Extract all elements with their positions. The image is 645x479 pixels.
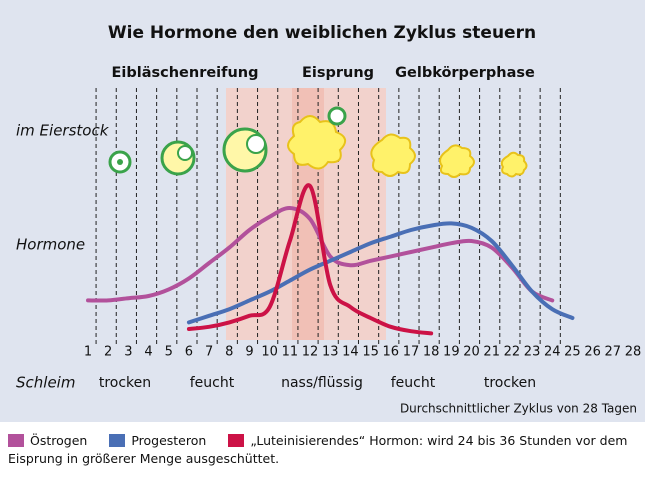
row-label: im Eierstock <box>16 122 110 140</box>
mucus-label: feucht <box>190 375 235 391</box>
x-tick-label: 2 <box>104 345 112 360</box>
x-tick-label: 12 <box>302 345 319 360</box>
x-tick-label: 16 <box>383 345 400 360</box>
legend-swatch <box>8 434 24 447</box>
x-tick-label: 8 <box>225 345 233 360</box>
x-tick-label: 9 <box>245 345 253 360</box>
x-tick-label: 5 <box>165 345 173 360</box>
follicle <box>117 159 123 165</box>
x-tick-label: 3 <box>124 345 132 360</box>
x-tick-label: 22 <box>504 345 521 360</box>
x-tick-label: 25 <box>564 345 581 360</box>
x-tick-label: 27 <box>605 345 622 360</box>
x-tick-label: 7 <box>205 345 213 360</box>
x-tick-label: 24 <box>544 345 561 360</box>
x-tick-label: 17 <box>403 345 420 360</box>
mucus-label: nass/flüssig <box>281 375 363 391</box>
x-tick-label: 14 <box>342 345 359 360</box>
x-tick-label: 23 <box>524 345 541 360</box>
x-tick-label: 20 <box>463 345 480 360</box>
egg <box>329 108 345 124</box>
note: Durchschnittlicher Zyklus von 28 Tagen <box>400 402 637 416</box>
x-tick-label: 4 <box>144 345 152 360</box>
page: Wie Hormone den weiblichen Zyklus steuer… <box>0 0 645 479</box>
x-tick-label: 21 <box>483 345 500 360</box>
x-tick-label: 28 <box>625 345 642 360</box>
row-label: Schleim <box>16 374 75 392</box>
legend-swatch <box>109 434 125 447</box>
legend-label: „Luteinisierendes“ Hormon: wird 24 bis 3… <box>8 433 627 466</box>
chart-title: Wie Hormone den weiblichen Zyklus steuer… <box>108 23 536 43</box>
mucus-label: feucht <box>391 375 436 391</box>
x-tick-label: 19 <box>443 345 460 360</box>
mucus-label: trocken <box>99 375 151 391</box>
x-tick-label: 1 <box>84 345 92 360</box>
follicle <box>247 135 265 153</box>
x-tick-label: 13 <box>322 345 339 360</box>
legend-item: Östrogen <box>8 433 87 448</box>
phase-label: Gelbkörperphase <box>395 65 535 81</box>
phase-label: Eisprung <box>302 65 374 81</box>
row-label: Hormone <box>16 236 85 254</box>
x-tick-label: 11 <box>282 345 299 360</box>
legend-label: Progesteron <box>131 433 206 448</box>
x-tick-label: 10 <box>261 345 278 360</box>
follicle <box>178 146 192 160</box>
x-tick-label: 6 <box>185 345 193 360</box>
phase-label: Eibläschenreifung <box>111 65 258 81</box>
legend-item: „Luteinisierendes“ Hormon: wird 24 bis 3… <box>8 433 627 466</box>
x-tick-label: 15 <box>362 345 379 360</box>
x-tick-label: 18 <box>423 345 440 360</box>
legend: Östrogen Progesteron„Luteinisierendes“ Ho… <box>0 422 645 479</box>
legend-swatch <box>228 434 244 447</box>
mucus-label: trocken <box>484 375 536 391</box>
legend-label: Östrogen <box>30 433 87 448</box>
chart: Wie Hormone den weiblichen Zyklus steuer… <box>0 0 645 422</box>
x-tick-label: 26 <box>584 345 601 360</box>
legend-item: Progesteron <box>109 433 206 448</box>
